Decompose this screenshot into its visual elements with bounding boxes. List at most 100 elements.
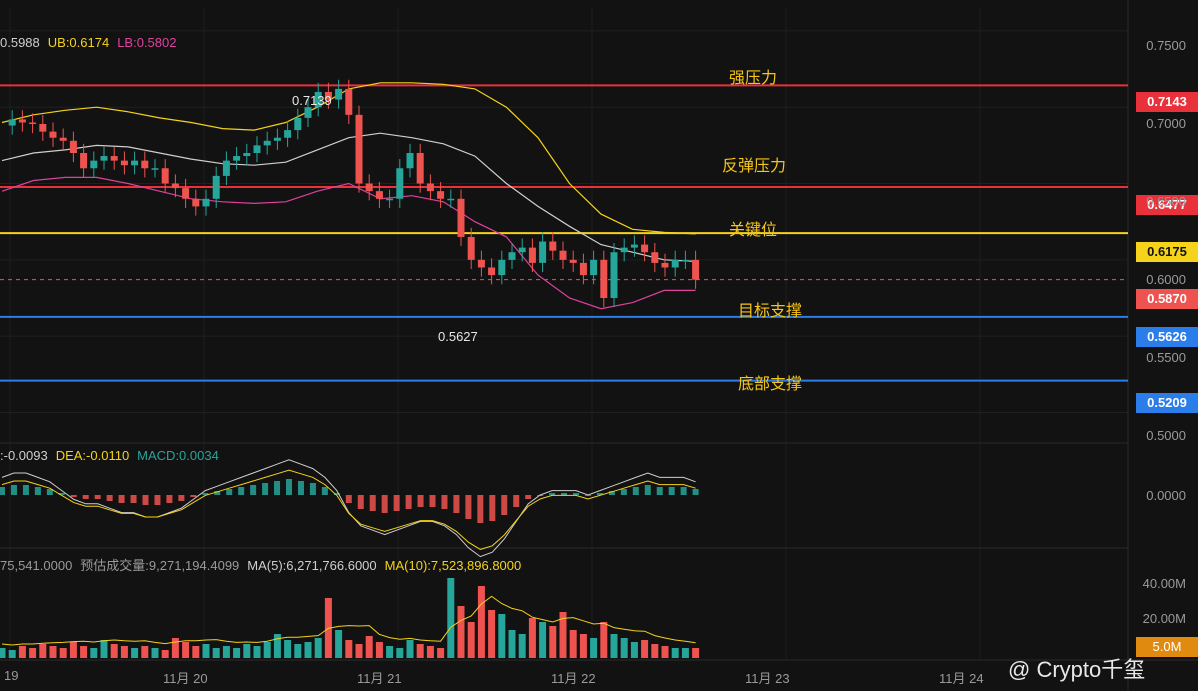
watermark: @ Crypto千玺: [1008, 657, 1146, 682]
volume-bar: [692, 648, 700, 658]
zone-rebound-resistance: 反弹压力: [722, 158, 787, 175]
volume-bar: [477, 586, 485, 658]
volume-bar: [39, 644, 47, 658]
candle-body: [161, 168, 169, 184]
macd-bar: [214, 491, 221, 495]
macd-bar: [46, 489, 53, 495]
macd-bar: [596, 493, 603, 495]
volume-bar: [518, 634, 526, 658]
volume-value: 75,541.0000: [0, 558, 73, 573]
candle-body: [416, 153, 424, 184]
macd-bar: [393, 495, 400, 511]
volume-bar: [528, 618, 536, 658]
volume-bar: [365, 636, 373, 658]
candle-body: [69, 140, 77, 153]
volume-bar: [192, 646, 200, 658]
macd-bar: [70, 495, 77, 497]
volume-bar: [345, 640, 353, 658]
volume-bar: [161, 650, 169, 658]
boll-lb: LB:0.5802: [117, 35, 177, 50]
candle-body: [590, 259, 598, 276]
candle-body: [8, 119, 16, 126]
macd-bar: [453, 495, 460, 513]
macd-bar: [357, 495, 364, 509]
macd-bar: [94, 495, 101, 499]
macd-bar: [381, 495, 388, 513]
candle-body: [447, 198, 455, 201]
volume-bar: [457, 606, 465, 658]
macd-bar: [274, 481, 281, 495]
volume-bar: [131, 648, 139, 658]
volume-bar: [110, 644, 118, 658]
macd-bar: [489, 495, 496, 521]
macd-bar: [0, 487, 5, 495]
macd-bar: [130, 495, 137, 503]
candle-body: [192, 198, 200, 207]
candle-body: [304, 107, 312, 118]
y-tick: 0.5500: [1146, 350, 1186, 365]
candle-body: [18, 119, 26, 123]
volume-bar: [151, 648, 159, 658]
zone-bottom-support: 底部支撑: [738, 376, 803, 393]
macd-bar: [333, 493, 340, 495]
volume-ma10: MA(10):7,523,896.8000: [384, 558, 522, 573]
candle-body: [294, 117, 302, 131]
volume-bar: [620, 638, 628, 658]
candle-body: [467, 236, 475, 260]
candle-body: [426, 183, 434, 192]
macd-dea: DEA:-0.0110: [55, 448, 130, 463]
x-tick: 19: [4, 668, 19, 683]
high-label: 0.7139: [292, 93, 332, 108]
y-tick: 0.6000: [1146, 272, 1186, 287]
volume-bar: [212, 648, 220, 658]
volume-bar: [539, 622, 547, 658]
candle-body: [171, 183, 179, 189]
candle-body: [263, 140, 271, 146]
macd-bar: [321, 487, 328, 495]
macd-bar: [465, 495, 472, 519]
candle-body: [182, 188, 190, 199]
volume-bar: [630, 642, 638, 658]
macd-bar: [10, 485, 17, 495]
macd-bar: [561, 493, 568, 495]
candle-body: [559, 250, 567, 260]
volume-bar: [386, 646, 394, 658]
volume-bar: [80, 646, 88, 658]
candle-body: [579, 262, 587, 276]
volume-bar: [447, 578, 455, 658]
volume-bar: [141, 646, 149, 658]
candle-body: [437, 191, 445, 199]
candle-body: [222, 160, 230, 176]
macd-bar: [656, 487, 663, 495]
volume-bar: [681, 648, 689, 658]
y-tick: 0.7500: [1146, 38, 1186, 53]
macd-bar: [369, 495, 376, 511]
volume-bar: [263, 642, 271, 658]
candle-body: [406, 153, 414, 169]
zone-target-support: 目标支撑: [738, 303, 803, 320]
candle-body: [569, 259, 577, 263]
macd-bar: [668, 487, 675, 495]
macd-bar: [345, 495, 352, 503]
macd-bar: [680, 487, 687, 495]
candle-body: [396, 168, 404, 199]
candle-body: [80, 153, 88, 169]
macd-bar: [262, 483, 269, 495]
volume-bar: [18, 646, 26, 658]
volume-bar: [498, 614, 506, 658]
candle-body: [335, 88, 343, 100]
macd-bar: [309, 483, 316, 495]
candle-body: [120, 160, 128, 166]
volume-bar: [314, 638, 322, 658]
volume-bar: [29, 648, 37, 658]
candle-body: [253, 145, 261, 153]
macd-bar: [22, 485, 29, 495]
volume-bar: [590, 638, 598, 658]
candle-body: [233, 156, 241, 161]
candle-body: [243, 153, 251, 157]
volume-bar: [233, 648, 241, 658]
macd-bar: [632, 487, 639, 495]
candle-body: [59, 137, 67, 141]
volume-bar: [49, 646, 57, 658]
